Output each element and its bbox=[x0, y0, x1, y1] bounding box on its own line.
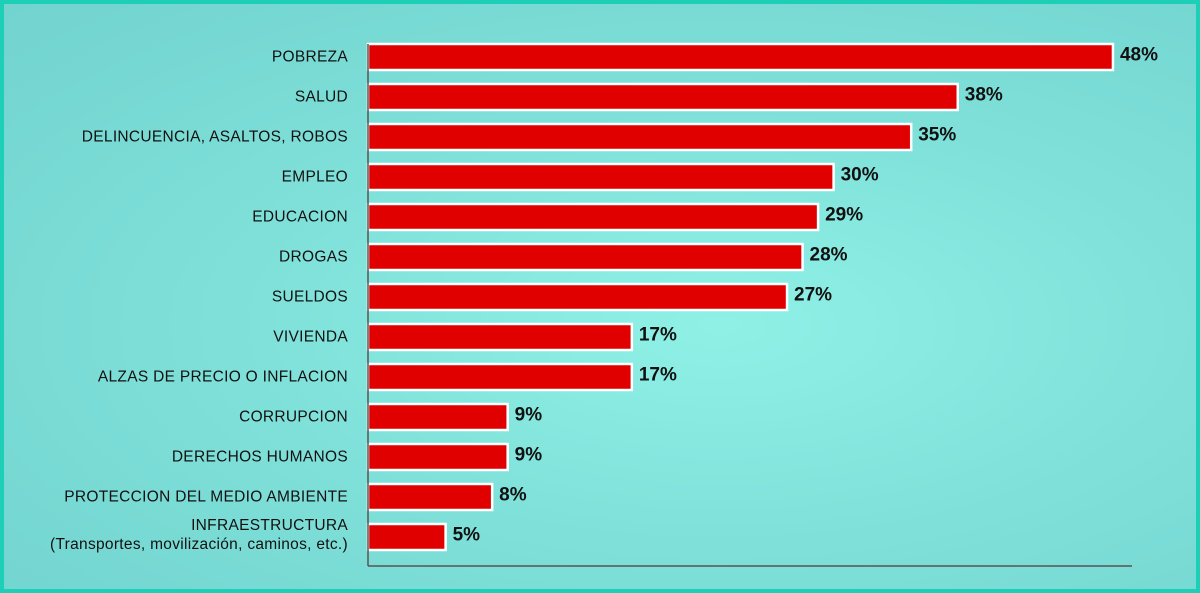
bar-6 bbox=[366, 242, 804, 272]
category-label: DROGAS bbox=[279, 249, 348, 266]
bar-9 bbox=[366, 362, 634, 392]
category-label-line: (Transportes, movilización, caminos, etc… bbox=[50, 536, 348, 553]
value-label: 9% bbox=[515, 445, 543, 466]
value-label: 8% bbox=[499, 485, 527, 506]
value-label: 9% bbox=[515, 405, 543, 426]
category-label: EMPLEO bbox=[282, 169, 348, 186]
category-label: INFRAESTRUCTURA (Transportes, movilizació… bbox=[50, 517, 348, 553]
category-label: CORRUPCION bbox=[239, 409, 348, 426]
bar-1 bbox=[366, 42, 1115, 72]
value-label: 30% bbox=[841, 165, 879, 186]
value-label: 28% bbox=[810, 245, 848, 266]
value-label: 17% bbox=[639, 365, 677, 386]
category-label: DERECHOS HUMANOS bbox=[172, 449, 348, 466]
bar-chart: POBREZA 48% SALUD 38% DELINCUENCIA, ASALTOS,… bbox=[50, 42, 1158, 567]
bar-3 bbox=[366, 122, 913, 152]
value-label: 38% bbox=[965, 85, 1003, 106]
bar-13 bbox=[366, 522, 447, 552]
bar-11 bbox=[366, 442, 509, 472]
bar-2 bbox=[366, 82, 960, 112]
bar-7 bbox=[366, 282, 789, 312]
category-label-line: INFRAESTRUCTURA bbox=[191, 517, 348, 534]
category-label: SUELDOS bbox=[272, 289, 348, 306]
value-label: 5% bbox=[453, 525, 481, 546]
bar-12 bbox=[366, 482, 494, 512]
value-label: 48% bbox=[1120, 45, 1158, 66]
bar-4 bbox=[366, 162, 835, 192]
category-label: PROTECCION DEL MEDIO AMBIENTE bbox=[64, 489, 348, 506]
bar-8 bbox=[366, 322, 634, 352]
bar-5 bbox=[366, 202, 820, 232]
category-label: EDUCACION bbox=[252, 209, 348, 226]
category-label: VIVIENDA bbox=[273, 329, 348, 346]
value-label: 17% bbox=[639, 325, 677, 346]
category-label: DELINCUENCIA, ASALTOS, ROBOS bbox=[82, 129, 348, 146]
value-label: 29% bbox=[825, 205, 863, 226]
category-label: SALUD bbox=[295, 89, 348, 106]
bar-10 bbox=[366, 402, 509, 432]
category-label: ALZAS DE PRECIO O INFLACION bbox=[98, 369, 348, 386]
value-label: 27% bbox=[794, 285, 832, 306]
category-label: POBREZA bbox=[272, 49, 349, 66]
value-label: 35% bbox=[918, 125, 956, 146]
